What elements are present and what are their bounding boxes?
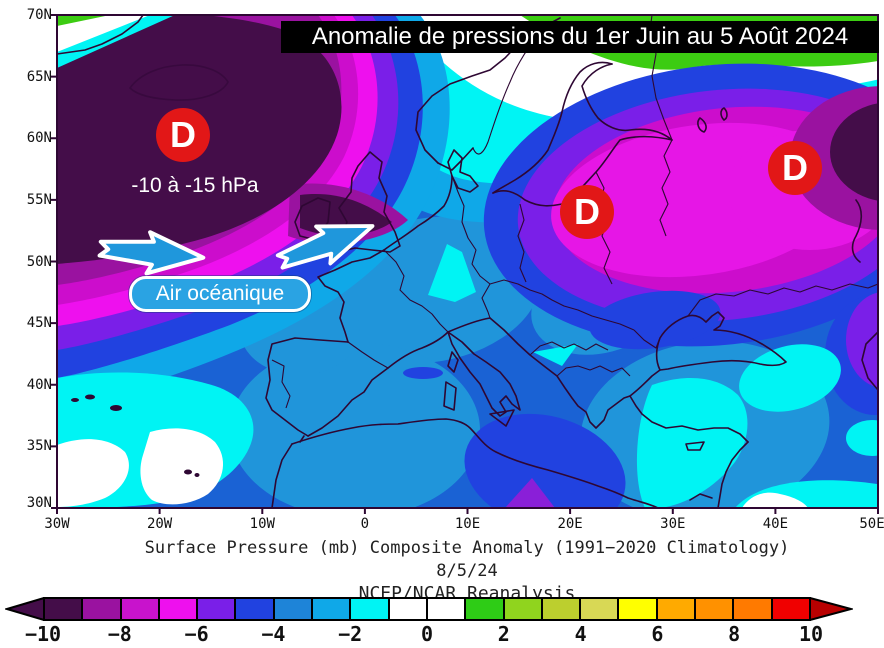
atlantic-islands xyxy=(71,394,200,477)
flow-arrow-east xyxy=(275,224,375,270)
colorbar-label: 4 xyxy=(574,622,587,646)
colorbar-cell xyxy=(581,599,620,619)
lat-tick-65n: 65N xyxy=(26,68,52,85)
colorbar-cell xyxy=(83,599,122,619)
lon-tick-50e: 50E xyxy=(859,516,884,532)
caption-main: Surface Pressure (mb) Composite Anomaly … xyxy=(144,538,790,558)
colorbar-label: −8 xyxy=(107,622,132,646)
colorbar-label: −10 xyxy=(24,622,62,646)
colorbar-cell xyxy=(45,599,84,619)
flow-arrow-west xyxy=(97,230,206,276)
colorbar-label: 8 xyxy=(728,622,741,646)
colorbar-cell xyxy=(198,599,237,619)
lon-tick-10w: 10W xyxy=(249,516,275,532)
oceanic-flow-arrows xyxy=(97,224,375,276)
lat-tick-60n: 60N xyxy=(26,130,52,147)
colorbar-cell xyxy=(466,599,505,619)
colorbar-cell xyxy=(427,599,467,619)
colorbar-label: −4 xyxy=(261,622,286,646)
colorbar-label: 0 xyxy=(420,622,434,646)
lat-tick-55n: 55N xyxy=(26,191,52,208)
colorbar-label: 10 xyxy=(798,622,824,646)
lon-tick-30w: 30W xyxy=(44,516,70,532)
colorbar-cell xyxy=(696,599,735,619)
royal-blue-patches xyxy=(403,290,721,508)
lat-tick-50n: 50N xyxy=(26,253,52,270)
corner-white xyxy=(57,15,150,52)
violet-south-wedge xyxy=(505,478,555,508)
colorbar-label: 6 xyxy=(651,622,664,646)
lon-tick-10e: 10E xyxy=(454,516,481,532)
lon-tick-20e: 20E xyxy=(557,516,583,532)
colorbar-right-arrow xyxy=(809,597,853,621)
low-marker-baltic: D xyxy=(560,185,614,239)
colorbar-cell xyxy=(351,599,390,619)
lon-tick-40e: 40E xyxy=(762,516,789,532)
lon-tick-0: 0 xyxy=(360,516,370,532)
caption-date: 8/5/24 xyxy=(436,561,498,581)
colorbar-label: −6 xyxy=(184,622,209,646)
air-mass-badge: Air océanique xyxy=(129,276,311,312)
axis-ticks xyxy=(51,14,879,514)
colorbar-cell xyxy=(313,599,352,619)
colorbar-cell xyxy=(504,599,543,619)
lon-tick-20w: 20W xyxy=(146,516,173,532)
lat-tick-35n: 35N xyxy=(26,438,52,455)
colorbar-cell xyxy=(619,599,658,619)
lat-tick-70n: 70N xyxy=(26,7,52,23)
colorbar-cell xyxy=(274,599,314,619)
colorbar-cell xyxy=(657,599,697,619)
colorbar-label: −2 xyxy=(338,622,363,646)
low-marker-russia: D xyxy=(768,141,822,195)
colorbar-cell xyxy=(772,599,809,619)
coastlines xyxy=(57,15,878,508)
title-banner: Anomalie de pressions du 1er Juin au 5 A… xyxy=(281,21,879,53)
lat-tick-45n: 45N xyxy=(26,315,52,332)
south-white-patches xyxy=(57,428,808,508)
colorbar-cell xyxy=(159,599,199,619)
colorbar-cell xyxy=(389,599,428,619)
colorbar-cell xyxy=(542,599,582,619)
low-marker-atlantic: D xyxy=(156,108,210,162)
colorbar-cell xyxy=(236,599,275,619)
colorbar-cell xyxy=(121,599,160,619)
lat-tick-40n: 40N xyxy=(26,376,52,393)
lat-tick-30n: 30N xyxy=(26,495,52,511)
pressure-range-note: -10 à -15 hPa xyxy=(131,174,259,197)
lon-tick-30e: 30E xyxy=(660,516,686,532)
corner-green xyxy=(57,15,110,26)
colorbar-cell xyxy=(734,599,773,619)
colorbar-label: 2 xyxy=(497,622,510,646)
colorbar xyxy=(43,597,811,621)
colorbar-left-arrow xyxy=(5,597,45,621)
